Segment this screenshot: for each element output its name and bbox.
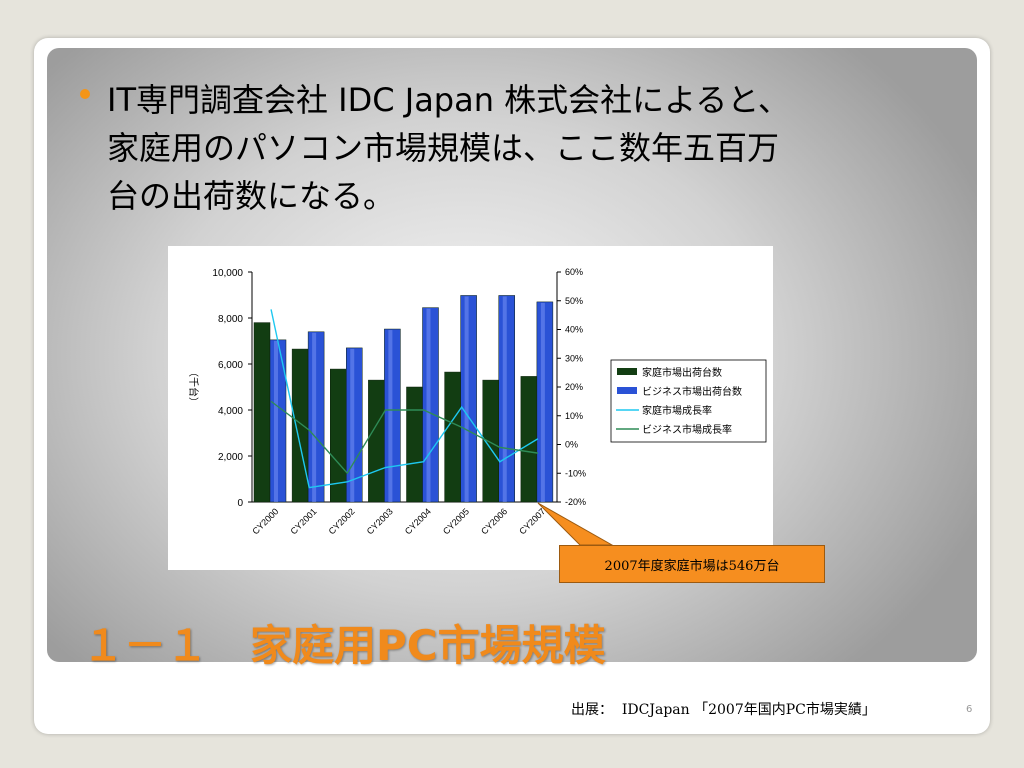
line-business-growth bbox=[270, 400, 539, 475]
y2-tick-label: 0% bbox=[565, 440, 578, 450]
y2-tick-label: 40% bbox=[565, 325, 583, 335]
legend-label: ビジネス市場成長率 bbox=[642, 423, 732, 436]
bar-highlight bbox=[540, 302, 545, 502]
bullet-text: IT専門調査会社 IDC Japan 株式会社によると、 家庭用のパソコン市場規… bbox=[107, 76, 957, 220]
line-home-growth bbox=[270, 309, 539, 489]
y2-tick-label: -10% bbox=[565, 468, 586, 478]
bar-home bbox=[291, 348, 309, 503]
y-tick-label: 8,000 bbox=[218, 314, 243, 325]
bullet-line-2: 家庭用のパソコン市場規模は、ここ数年五百万 bbox=[107, 129, 780, 167]
bar-home bbox=[368, 379, 385, 503]
bullet-line-1: IT専門調査会社 IDC Japan 株式会社によると、 bbox=[107, 81, 790, 119]
bar-highlight bbox=[502, 296, 507, 502]
bar-home bbox=[406, 386, 423, 503]
y2-tick-label: 20% bbox=[565, 382, 583, 392]
x-tick-label: CY2006 bbox=[479, 506, 509, 536]
y2-tick-label: 60% bbox=[565, 267, 583, 277]
x-tick-label: CY2004 bbox=[403, 506, 433, 536]
bar-home bbox=[520, 376, 538, 503]
callout-box: 2007年度家庭市場は546万台 bbox=[559, 545, 825, 583]
y-tick-label: 2,000 bbox=[218, 452, 243, 463]
x-tick-label: CY2000 bbox=[250, 506, 280, 536]
bar-highlight bbox=[312, 332, 317, 502]
callout-text: 2007年度家庭市場は546万台 bbox=[604, 558, 780, 574]
x-tick-label: CY2001 bbox=[289, 506, 319, 536]
legend-label: ビジネス市場出荷台数 bbox=[642, 385, 742, 398]
x-tick-label: CY2003 bbox=[365, 506, 395, 536]
bar-highlight bbox=[274, 340, 278, 502]
bullet-dot bbox=[80, 89, 90, 99]
y-tick-label: 4,000 bbox=[218, 406, 243, 417]
legend-label: 家庭市場成長率 bbox=[642, 404, 712, 417]
pc-market-chart: 10,000 8,000 6,000 4,000 2,000 0 60% 50% 40% 30% 2… bbox=[187, 267, 767, 536]
x-tick-label: CY2007 bbox=[517, 506, 547, 536]
bullet-line-3: 台の出荷数になる。 bbox=[107, 177, 396, 215]
legend-swatch bbox=[617, 368, 637, 375]
y-tick-label: 0 bbox=[237, 498, 243, 509]
legend-swatch bbox=[617, 387, 637, 394]
source-note: 出展： IDCJapan 「2007年国内PC市場実績」 bbox=[571, 702, 876, 718]
y2-tick-label: -20% bbox=[565, 497, 586, 507]
y-axis-label: （千台） bbox=[187, 367, 200, 407]
x-tick-label: CY2002 bbox=[327, 506, 357, 536]
page-number: 6 bbox=[966, 704, 973, 715]
y2-tick-label: 30% bbox=[565, 353, 583, 363]
y-tick-label: 6,000 bbox=[218, 360, 243, 371]
x-tick-label: CY2005 bbox=[441, 506, 471, 536]
legend-label: 家庭市場出荷台数 bbox=[642, 366, 722, 379]
bar-highlight bbox=[464, 296, 469, 502]
bar-highlight bbox=[388, 330, 393, 502]
bar-home bbox=[253, 322, 271, 503]
y2-tick-label: 10% bbox=[565, 411, 583, 421]
chart-area: 10,000 8,000 6,000 4,000 2,000 0 60% 50% 40% 30% 2… bbox=[168, 246, 773, 570]
bar-highlight bbox=[426, 308, 431, 502]
bar-home bbox=[444, 371, 461, 503]
slide-title: １－１ 家庭用PC市場規模 bbox=[82, 621, 606, 670]
y-tick-label: 10,000 bbox=[212, 268, 243, 279]
y2-tick-label: 50% bbox=[565, 296, 583, 306]
bar-highlight bbox=[350, 348, 355, 502]
